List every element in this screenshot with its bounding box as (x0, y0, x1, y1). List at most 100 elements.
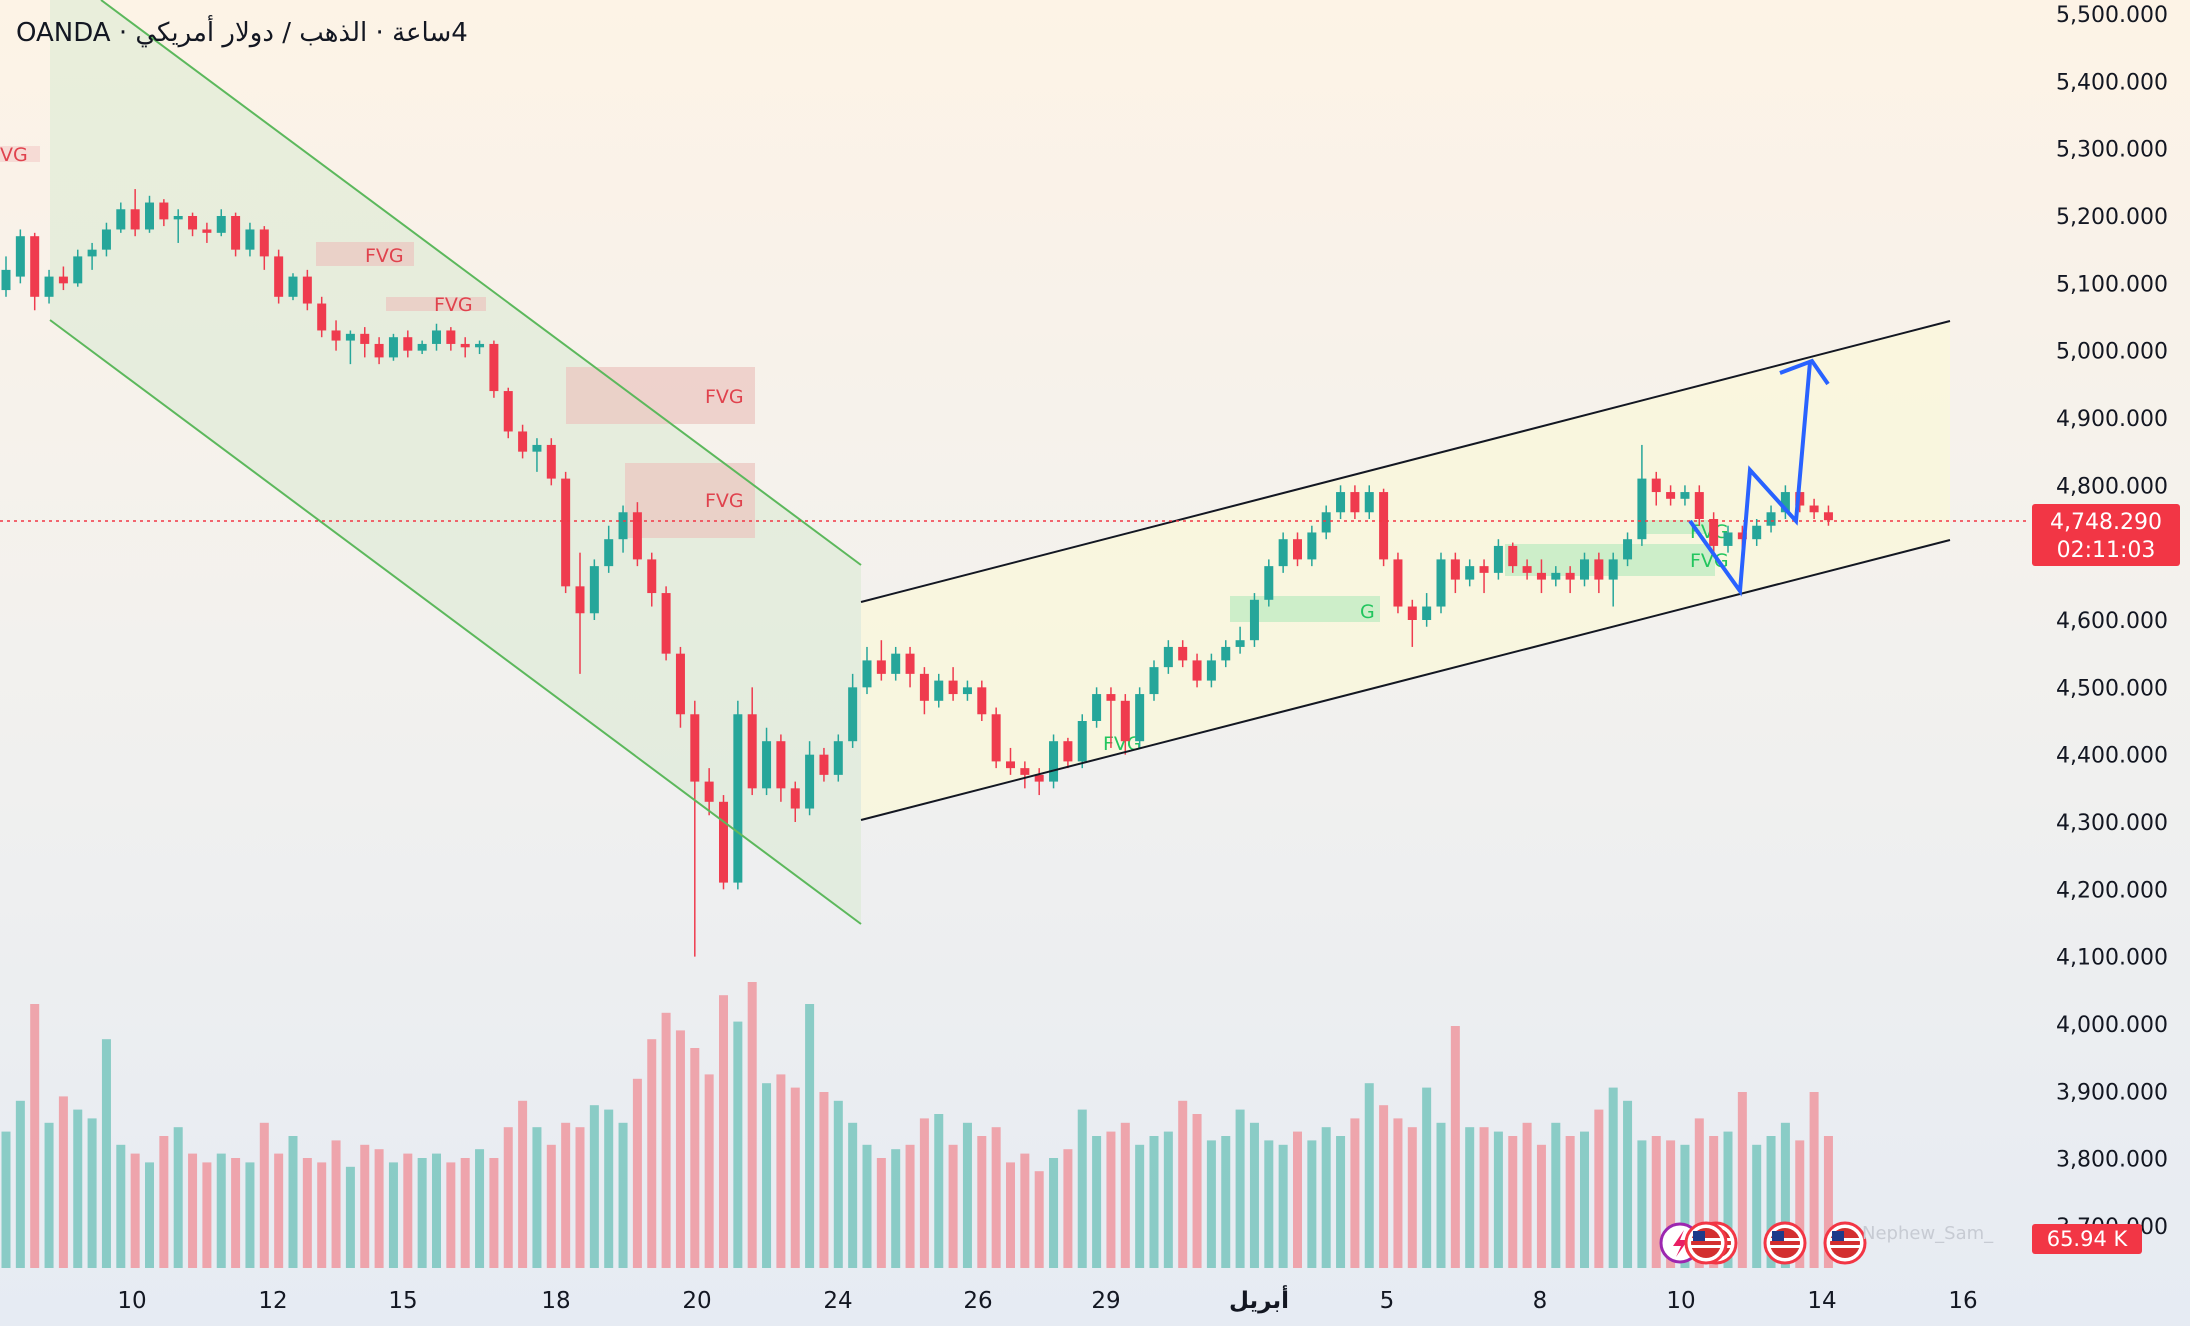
volume-bar (848, 1122, 858, 1268)
candle-body (1006, 761, 1015, 769)
fvg-label: FVG (705, 386, 744, 408)
candle-body (403, 337, 413, 351)
ascending-channel-lower-line[interactable] (860, 539, 1951, 821)
volume-bar (30, 1004, 40, 1268)
volume-bar (1723, 1131, 1733, 1268)
ascending-channel-upper-line[interactable] (860, 320, 1951, 603)
time-axis[interactable]: 10 12 15 18 20 24 26 29 أبريل 5 8 10 14 16 (117, 1284, 1977, 1314)
candle-body (460, 343, 470, 348)
candle-body (173, 216, 183, 220)
volume-bar (948, 1144, 958, 1268)
volume-bar (1536, 1144, 1546, 1268)
candle-body (1221, 646, 1231, 661)
candle-body (1350, 492, 1360, 513)
fvg-label: VG (0, 144, 28, 166)
candle-body (1780, 492, 1790, 513)
volume-bar (604, 1109, 614, 1268)
candle-body (991, 714, 1001, 762)
volume-bar (575, 1127, 585, 1268)
volume-bar (489, 1158, 499, 1268)
volume-bar (403, 1153, 413, 1268)
time-tick-label: 14 (1807, 1288, 1836, 1314)
volume-bar (331, 1140, 341, 1268)
candle-body (116, 209, 126, 230)
volume-bar (704, 1074, 714, 1268)
us-flag-icon[interactable] (1684, 1221, 1728, 1265)
candle-body (274, 256, 284, 297)
us-flag-icon[interactable] (1763, 1221, 1807, 1265)
price-tick-label: 4,200.000 (2056, 878, 2168, 903)
volume-bar (891, 1149, 901, 1268)
volume-bar (302, 1158, 312, 1268)
candle-body (1422, 606, 1432, 620)
volume-bar (173, 1127, 183, 1268)
volume-bar (819, 1092, 829, 1268)
us-flag-icon[interactable] (1823, 1221, 1867, 1265)
trend-lines[interactable] (49, 0, 1951, 925)
volume-label-box (2032, 1224, 2142, 1254)
bar-countdown: 02:11:03 (2057, 538, 2156, 563)
candle-body (1206, 660, 1216, 681)
volume-bar (1709, 1136, 1719, 1268)
candle-body (948, 680, 958, 695)
descending-channel-upper-line[interactable] (100, 0, 862, 566)
event-icons[interactable] (1659, 1221, 1867, 1265)
symbol-title[interactable]: OANDA · الذهب / دولار أمريكي · 4ساعة (16, 18, 468, 48)
volume-bar (1752, 1144, 1762, 1268)
volume-bar (259, 1122, 269, 1268)
candle-body (288, 276, 298, 297)
volume-bar (345, 1166, 355, 1268)
descending-channel-lower-line[interactable] (49, 319, 862, 925)
volume-bar (675, 1030, 685, 1268)
candle-body (891, 653, 901, 674)
volume-bar (15, 1100, 25, 1268)
candle-body (589, 566, 599, 614)
price-tick-label: 3,900.000 (2056, 1080, 2168, 1105)
volume-bar (1379, 1105, 1389, 1268)
candle-body (1651, 478, 1661, 493)
candle-body (302, 276, 312, 304)
candle-body (1379, 492, 1389, 560)
candle-body (245, 229, 255, 250)
volume-bar (1623, 1100, 1633, 1268)
volume-bar (274, 1153, 284, 1268)
candle-body (1594, 559, 1604, 580)
volume-bar (1020, 1153, 1030, 1268)
candle-body (1063, 741, 1073, 762)
candle-body (790, 788, 800, 809)
time-tick-label: 24 (823, 1288, 852, 1314)
volume-bar (202, 1162, 212, 1268)
candle-body (1192, 660, 1202, 681)
candle-body (446, 330, 456, 344)
candle-body (719, 801, 728, 883)
volume-label: 65.94 K (2032, 1224, 2142, 1254)
projection-arrow[interactable] (1688, 358, 1830, 597)
volume-bar (618, 1122, 628, 1268)
fvg-zone (0, 146, 40, 162)
candle-body (905, 653, 915, 674)
volume-bar (561, 1122, 571, 1268)
volume-bar (1479, 1127, 1489, 1268)
time-tick-label: 16 (1948, 1288, 1977, 1314)
candle-body (919, 673, 929, 701)
volume-bar (1092, 1136, 1102, 1268)
candle-body (661, 593, 671, 654)
volume-bar (876, 1158, 886, 1268)
volume-bar (934, 1114, 944, 1268)
candle-body (632, 512, 642, 560)
candle-body (962, 687, 972, 695)
candle-body (1135, 694, 1145, 742)
candle-body (647, 559, 657, 594)
ascending-channel-fill (861, 321, 1950, 820)
candle-body (1752, 525, 1762, 540)
price-tick-label: 4,600.000 (2056, 609, 2168, 634)
volume-bar (116, 1144, 126, 1268)
candle-body (776, 741, 786, 789)
candle-body (1407, 606, 1417, 620)
volume-bar (790, 1087, 800, 1268)
volume-bar (1106, 1131, 1116, 1268)
projection-path[interactable] (1688, 361, 1812, 597)
fvg-label: FVG (434, 294, 473, 316)
projection-arrowhead[interactable] (1779, 358, 1830, 386)
